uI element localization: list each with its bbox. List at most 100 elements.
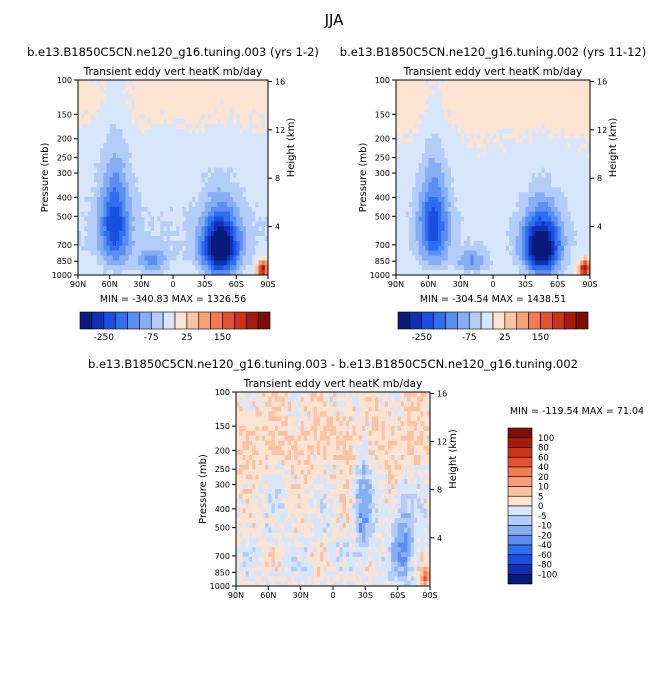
- heatmap-cell: [535, 134, 539, 139]
- heatmap-cell: [94, 241, 98, 246]
- heatmap-cell: [574, 231, 578, 236]
- heatmap-cell: [154, 119, 158, 124]
- heatmap-cell: [480, 148, 484, 153]
- heatmap-cell: [132, 85, 136, 90]
- heatmap-cell: [406, 246, 410, 251]
- heatmap-cell: [412, 192, 416, 197]
- heatmap-cell: [493, 178, 497, 183]
- heatmap-cell: [202, 114, 206, 119]
- heatmap-cell: [512, 246, 516, 251]
- heatmap-cell: [548, 246, 552, 251]
- heatmap-cell: [211, 104, 215, 109]
- heatmap-cell: [506, 90, 510, 95]
- heatmap-cell: [164, 182, 168, 187]
- heatmap-cell: [179, 178, 183, 183]
- heatmap-cell: [435, 129, 439, 134]
- heatmap-cell: [107, 163, 111, 168]
- heatmap-cell: [396, 124, 400, 129]
- heatmap-cell: [239, 407, 243, 412]
- heatmap-cell: [129, 246, 133, 251]
- heatmap-cell: [422, 221, 426, 226]
- heatmap-cell: [145, 231, 149, 236]
- heatmap-cell: [402, 104, 406, 109]
- y-tick-label: 1000: [52, 271, 72, 280]
- heatmap-cell: [519, 168, 523, 173]
- heatmap-cell: [100, 246, 104, 251]
- heatmap-cell: [259, 163, 263, 168]
- heatmap-cell: [532, 168, 536, 173]
- heatmap-cell: [558, 182, 562, 187]
- heatmap-cell: [522, 236, 526, 241]
- heatmap-cell: [240, 265, 244, 270]
- heatmap-cell: [208, 221, 212, 226]
- heatmap-cell: [584, 197, 588, 202]
- heatmap-cell: [129, 163, 133, 168]
- heatmap-cell: [496, 104, 500, 109]
- heatmap-cell: [126, 202, 130, 207]
- heatmap-cell: [438, 241, 442, 246]
- heatmap-cell: [107, 173, 111, 178]
- heatmap-cell: [157, 104, 161, 109]
- heatmap-cell: [183, 182, 187, 187]
- heatmap-cell: [189, 173, 193, 178]
- heatmap-cell: [170, 104, 174, 109]
- heatmap-cell: [214, 95, 218, 100]
- heatmap-cell: [230, 260, 234, 265]
- heatmap-cell: [409, 241, 413, 246]
- heatmap-cell: [503, 158, 507, 163]
- heatmap-cell: [532, 80, 536, 85]
- heatmap-cell: [202, 134, 206, 139]
- heatmap-cell: [110, 192, 114, 197]
- heatmap-cell: [503, 168, 507, 173]
- heatmap-cell: [240, 241, 244, 246]
- heatmap-cell: [406, 153, 410, 158]
- heatmap-cell: [577, 100, 581, 105]
- heatmap-cell: [217, 197, 221, 202]
- heatmap-cell: [470, 139, 474, 144]
- heatmap-cell: [499, 265, 503, 270]
- heatmap-cell: [584, 163, 588, 168]
- heatmap-cell: [230, 129, 234, 134]
- heatmap-cell: [236, 260, 240, 265]
- colorbar-swatch: [211, 312, 223, 329]
- heatmap-cell: [97, 251, 101, 256]
- heatmap-cell: [464, 90, 468, 95]
- heatmap-cell: [558, 221, 562, 226]
- heatmap-cell: [506, 212, 510, 217]
- heatmap-cell: [574, 168, 578, 173]
- heatmap-cell: [435, 212, 439, 217]
- heatmap-cell: [236, 265, 240, 270]
- heatmap-cell: [454, 143, 458, 148]
- heatmap-cell: [509, 260, 513, 265]
- heatmap-cell: [88, 207, 92, 212]
- heatmap-cell: [262, 182, 266, 187]
- heatmap-cell: [584, 178, 588, 183]
- heatmap-cell: [516, 182, 520, 187]
- heatmap-cell: [160, 80, 164, 85]
- heatmap-cell: [160, 85, 164, 90]
- heatmap-cell: [214, 80, 218, 85]
- heatmap-cell: [192, 202, 196, 207]
- heatmap-cell: [496, 197, 500, 202]
- heatmap-cell: [509, 265, 513, 270]
- heatmap-cell: [584, 260, 588, 265]
- heatmap-cell: [474, 143, 478, 148]
- heatmap-cell: [538, 231, 542, 236]
- heatmap-cell: [252, 124, 256, 129]
- heatmap-cell: [509, 153, 513, 158]
- heatmap-cell: [432, 158, 436, 163]
- heatmap-cell: [176, 241, 180, 246]
- heatmap-cell: [451, 231, 455, 236]
- heatmap-cell: [441, 163, 445, 168]
- heatmap-cell: [532, 134, 536, 139]
- heatmap-cell: [425, 163, 429, 168]
- heatmap-cell: [157, 143, 161, 148]
- heatmap-cell: [173, 221, 177, 226]
- heatmap-cell: [113, 207, 117, 212]
- heatmap-cell: [110, 95, 114, 100]
- heatmap-cell: [94, 139, 98, 144]
- heatmap-cell: [192, 256, 196, 261]
- heatmap-cell: [554, 265, 558, 270]
- colorbar-swatch: [398, 312, 410, 329]
- heatmap-cell: [480, 226, 484, 231]
